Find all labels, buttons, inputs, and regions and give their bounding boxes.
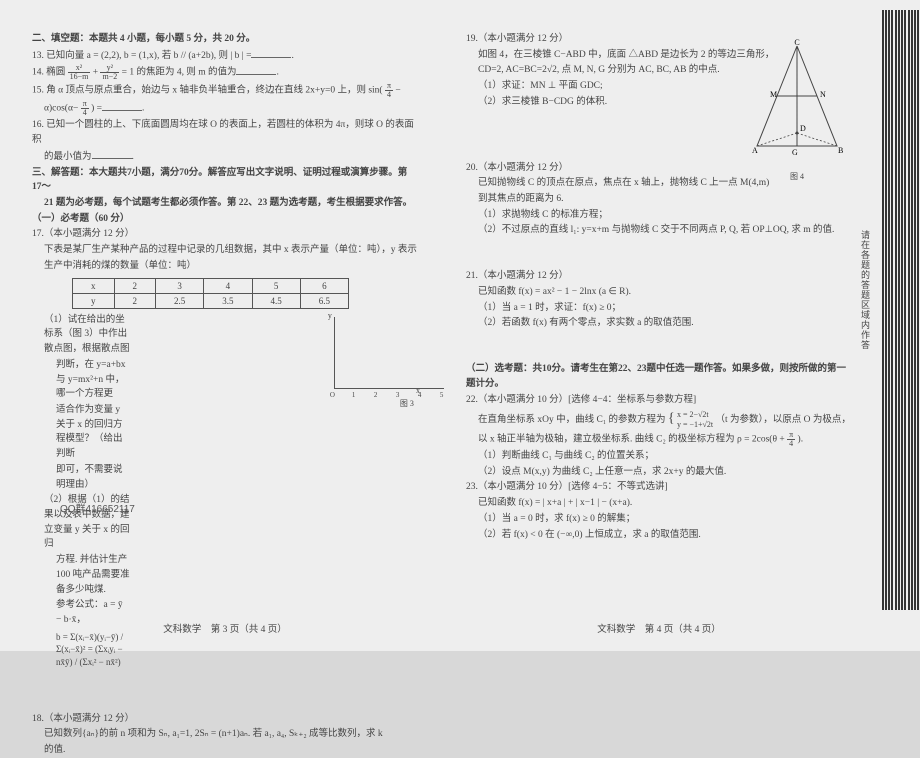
svg-text:A: A: [752, 146, 758, 155]
data-table: x 2 3 4 5 6 y 2 2.5 3.5 4.5 6.5: [72, 278, 349, 309]
section-3-heading-cont: 21 题为必考题，每个试题考生都必须作答。第 22、23 题为选考题，考生根据要…: [32, 196, 418, 211]
q23-1: （1）当 a = 0 时，求 f(x) ≥ 0 的解集；: [466, 512, 852, 527]
fraction: y²m−2: [100, 64, 119, 81]
svg-text:D: D: [800, 124, 806, 133]
part-2-heading: （二）选考题：共10分。请考生在第22、23题中任选一题作答。如果多做，则按所做…: [466, 362, 852, 391]
q21-2: （2）若函数 f(x) 有两个零点，求实数 a 的取值范围.: [466, 316, 852, 331]
q23-2: （2）若 f(x) < 0 在 (−∞,0) 上恒成立，求 a 的取值范围.: [466, 528, 852, 543]
section-3-heading: 三、解答题：本大题共7小题，满分70分。解答应写出文字说明、证明过程或演算步骤。…: [32, 166, 418, 195]
q23-text: 已知函数 f(x) = | x+a | + | x−1 | − (x+a).: [466, 496, 852, 511]
q17-1: 适合作为变量 y 关于 x 的回归方程模型？（给出判断: [32, 403, 130, 462]
q17-1: 即可，不需要说明理由）: [32, 463, 130, 492]
fraction: x²16−m: [68, 64, 91, 81]
table-row: y 2 2.5 3.5 4.5 6.5: [73, 293, 349, 308]
q17-heading: 17.（本小题满分 12 分）: [32, 227, 418, 242]
q16-cont: 的最小值为.: [32, 149, 418, 165]
svg-text:G: G: [792, 148, 798, 157]
q22-text: 在直角坐标系 xOy 中，曲线 C₁ 的参数方程为 { x = 2−√2t y …: [466, 408, 852, 430]
q13: 13. 已知向量 a = (2,2), b = (1,x), 若 b // (a…: [32, 48, 418, 64]
svg-text:C: C: [794, 38, 799, 47]
blank: [92, 149, 132, 159]
page-3: 二、填空题：本题共 4 小题，每小题 5 分，共 20 分。 13. 已知向量 …: [10, 0, 440, 651]
q17-2: 方程. 并估计生产 100 吨产品需要准备多少吨煤.: [32, 553, 130, 597]
q20-1: （1）求抛物线 C 的标准方程；: [466, 208, 852, 223]
page-4: C M N A D G B 图 4 19.（本小题满分 12 分） 如图 4，在…: [444, 0, 874, 651]
q14: 14. 椭圆 x²16−m + y²m−2 = 1 的焦距为 4, 则 m 的值…: [32, 64, 418, 81]
q17-1: 判断，在 y=a+bx 与 y=mx²+n 中，哪一个方程更: [32, 358, 130, 402]
page-footer: 文科数学 第 4 页（共 4 页）: [444, 621, 874, 635]
blank: [236, 65, 276, 75]
svg-text:N: N: [820, 90, 826, 99]
q22-text: 以 x 轴正半轴为极轴，建立极坐标系. 曲线 C₂ 的极坐标方程为 ρ = 2c…: [466, 431, 852, 448]
q20-text: 到其焦点的距离为 6.: [466, 192, 852, 207]
q23-heading: 23.（本小题满分 10 分）[选修 4−5：不等式选讲]: [466, 480, 852, 495]
figure-caption: 图 4: [742, 171, 852, 182]
tick: 4: [418, 391, 422, 399]
y-axis: [334, 317, 335, 389]
tick: 3: [396, 391, 400, 399]
q18-text: 的值.: [32, 743, 418, 758]
q21-1: （1）当 a = 1 时，求证：f(x) ≥ 0；: [466, 301, 852, 316]
svg-text:B: B: [838, 146, 843, 155]
q18-heading: 18.（本小题满分 12 分）: [32, 712, 418, 727]
fraction: π4: [787, 431, 795, 448]
barcode-strip: [880, 0, 920, 651]
figure-caption: 图 3: [400, 398, 414, 409]
q22-heading: 22.（本小题满分 10 分）[选修 4−4：坐标系与参数方程]: [466, 393, 852, 408]
qq-group-label: QQ群416652117: [60, 500, 135, 515]
q17-formula: b = Σ(xᵢ−x̄)(yᵢ−ȳ) / Σ(xᵢ−x̄)² = (Σxᵢyᵢ …: [56, 631, 130, 669]
blank: [251, 48, 291, 58]
answer-region-caption: 请在各题的答题区域内作答: [859, 230, 872, 350]
svg-text:M: M: [770, 90, 777, 99]
part-1-heading: （一）必考题（60 分）: [32, 212, 418, 227]
q15-cont: α)cos(α− π4 ) =.: [32, 100, 418, 117]
q18-text: 已知数列{aₙ}的前 n 项和为 Sₙ, a₁=1, 2Sₙ = (n+1)aₙ…: [32, 727, 418, 742]
q16: 16. 已知一个圆柱的上、下底面圆周均在球 O 的表面上，若圆柱的体积为 4π，…: [32, 118, 418, 147]
tick: 2: [374, 391, 378, 399]
tick: 1: [352, 391, 356, 399]
tick: O: [330, 391, 335, 399]
barcode-lines: [880, 0, 920, 651]
fraction: π4: [385, 82, 393, 99]
q22-1: （1）判断曲线 C₁ 与曲线 C₂ 的位置关系；: [466, 449, 852, 464]
table-row: x 2 3 4 5 6: [73, 278, 349, 293]
q17-text: 生产中消耗的煤的数量（单位：吨）: [32, 259, 418, 274]
y-label: y: [328, 311, 332, 320]
q17-1: （1）试在给出的坐标系（图 3）中作出散点图，根据散点图: [32, 313, 130, 357]
tick: 5: [440, 391, 444, 399]
blank: [102, 101, 142, 111]
q15: 15. 角 α 顶点与原点重合，始边与 x 轴非负半轴重合，终边在直线 2x+y…: [32, 82, 418, 99]
q21-heading: 21.（本小题满分 12 分）: [466, 269, 852, 284]
q21-text: 已知函数 f(x) = ax² − 1 − 2lnx (a ∈ R).: [466, 285, 852, 300]
q17-text: 下表是某厂生产某种产品的过程中记录的几组数据，其中 x 表示产量（单位：吨），y…: [32, 243, 418, 258]
q20-2: （2）不过原点的直线 l₁: y=x+m 与抛物线 C 交于不同两点 P, Q,…: [466, 223, 852, 238]
tetrahedron-figure: C M N A D G B 图 4: [742, 36, 852, 166]
page-footer: 文科数学 第 3 页（共 4 页）: [10, 621, 440, 635]
scatter-axes: y x O 1 2 3 4 5 6 7 图 3: [330, 317, 418, 397]
fraction: π4: [81, 100, 89, 117]
section-2-heading: 二、填空题：本题共 4 小题，每小题 5 分，共 20 分。: [32, 32, 418, 47]
q22-2: （2）设点 M(x,y) 为曲线 C₂ 上任意一点，求 2x+y 的最大值.: [466, 465, 852, 480]
